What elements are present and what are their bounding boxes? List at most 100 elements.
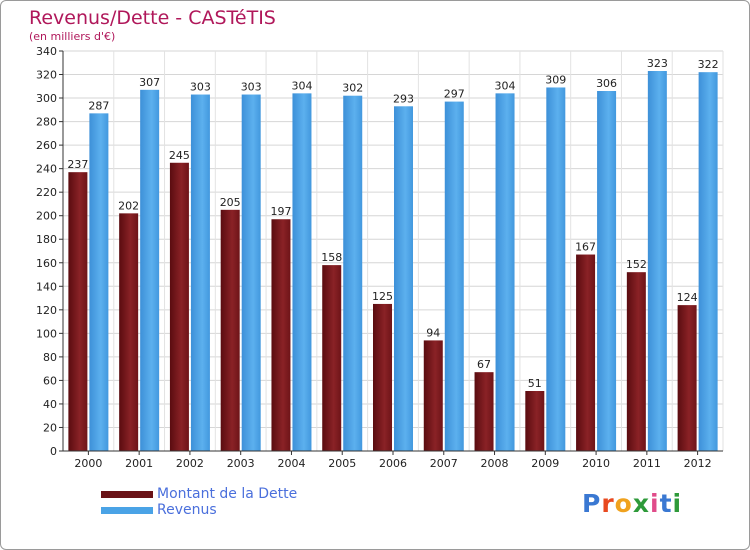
logo-letter: t (659, 489, 673, 518)
y-tick-label: 160 (36, 257, 57, 270)
bar-revenue (190, 94, 210, 451)
bar-revenue (546, 87, 566, 452)
legend-label-debt: Montant de la Dette (157, 486, 298, 502)
data-label-debt: 202 (118, 199, 139, 212)
bar-revenue (292, 93, 312, 452)
data-label-debt: 205 (220, 196, 241, 209)
bar-debt (373, 303, 392, 451)
bar-revenue (647, 71, 667, 451)
data-label-revenue: 323 (647, 57, 668, 70)
x-tick-label: 2006 (379, 457, 407, 470)
x-tick-label: 2003 (227, 457, 255, 470)
data-label-debt: 152 (626, 258, 647, 271)
grid-layer (62, 50, 724, 452)
y-tick-label: 180 (36, 233, 57, 246)
y-tick-label: 20 (43, 421, 57, 434)
logo-letter: x (632, 489, 650, 518)
data-label-revenue: 309 (545, 73, 566, 86)
bar-debt (525, 391, 545, 451)
logo-letter: P (582, 489, 602, 518)
logo-letter: r (601, 489, 615, 518)
bar-revenue (394, 106, 413, 451)
data-label-revenue: 303 (190, 81, 211, 94)
legend-label-revenue: Revenus (157, 502, 217, 518)
data-label-debt: 245 (169, 149, 190, 162)
x-tick-label: 2004 (277, 457, 305, 470)
data-label-revenue: 304 (291, 79, 312, 92)
logo-letter: o (614, 489, 633, 518)
logo-letter: i (650, 489, 660, 518)
x-tick-label: 2009 (531, 457, 559, 470)
bar-debt (220, 209, 240, 451)
data-label-debt: 237 (67, 158, 88, 171)
bar-debt (68, 172, 88, 452)
y-tick-label: 60 (43, 374, 57, 387)
y-tick-label: 120 (36, 304, 57, 317)
bar-revenue (597, 91, 617, 451)
y-tick-label: 340 (36, 45, 57, 58)
bar-debt (423, 340, 443, 451)
bar-debt (474, 372, 494, 451)
data-label-debt: 51 (528, 377, 542, 390)
x-tick-label: 2010 (582, 457, 610, 470)
bar-revenue (140, 89, 160, 451)
data-label-debt: 67 (477, 358, 491, 371)
bar-chart: 237 287 202 307 245 303 205 303 197 304 158 302 125 2… (36, 45, 724, 470)
bar-revenue (241, 94, 261, 451)
y-tick-label: 100 (36, 327, 57, 340)
x-tick-label: 2005 (328, 457, 356, 470)
y-tick-label: 140 (36, 280, 57, 293)
bar-debt (271, 219, 291, 451)
data-label-revenue: 287 (88, 99, 109, 112)
logo-letter: i (672, 489, 683, 518)
bar-revenue (698, 72, 718, 452)
y-tick-label: 200 (36, 210, 57, 223)
bar-revenue (444, 101, 464, 452)
chart-subtitle: (en milliers d'€) (29, 30, 116, 43)
data-label-debt: 167 (575, 241, 596, 254)
data-label-revenue: 306 (596, 77, 617, 90)
axis-layer: 0 20 40 60 80 100 120 140 160 180 200 220 240 260 280 3… (36, 45, 723, 470)
proxiti-logo: Proxiti (582, 489, 682, 518)
data-label-revenue: 304 (495, 79, 516, 92)
data-label-debt: 158 (321, 251, 342, 264)
y-tick-label: 0 (50, 445, 57, 458)
bar-revenue (343, 95, 363, 452)
bar-debt (626, 272, 646, 451)
data-label-revenue: 307 (139, 76, 160, 89)
y-tick-label: 260 (36, 139, 57, 152)
bar-revenue (495, 93, 515, 452)
labels-layer: 237 287 202 307 245 303 205 303 197 304 158 302 125 2… (67, 57, 718, 390)
legend-swatch-revenue (101, 507, 153, 514)
y-tick-label: 280 (36, 116, 57, 129)
y-tick-label: 320 (36, 69, 57, 82)
bar-debt (576, 254, 596, 451)
data-label-revenue: 293 (393, 92, 414, 105)
x-tick-label: 2002 (176, 457, 204, 470)
y-tick-label: 300 (36, 92, 57, 105)
y-tick-label: 220 (36, 186, 57, 199)
legend-swatch-debt (101, 491, 153, 498)
data-label-revenue: 302 (342, 82, 363, 95)
data-label-revenue: 297 (444, 88, 465, 101)
x-tick-label: 2012 (684, 457, 712, 470)
bar-debt (169, 162, 189, 451)
data-label-revenue: 303 (241, 81, 262, 94)
bar-revenue (89, 113, 109, 452)
data-label-debt: 197 (270, 205, 291, 218)
y-tick-label: 240 (36, 163, 57, 176)
bar-debt (119, 213, 139, 451)
data-label-revenue: 322 (698, 58, 719, 71)
chart-title: Revenus/Dette - CASTéTIS (29, 7, 276, 29)
x-tick-label: 2011 (633, 457, 661, 470)
x-tick-label: 2001 (125, 457, 153, 470)
y-tick-label: 80 (43, 351, 57, 364)
x-tick-label: 2008 (481, 457, 509, 470)
y-tick-label: 40 (43, 398, 57, 411)
x-tick-label: 2007 (430, 457, 458, 470)
data-label-debt: 94 (426, 326, 440, 339)
data-label-debt: 124 (677, 291, 698, 304)
bars-layer (68, 71, 718, 452)
bar-debt (677, 305, 697, 451)
